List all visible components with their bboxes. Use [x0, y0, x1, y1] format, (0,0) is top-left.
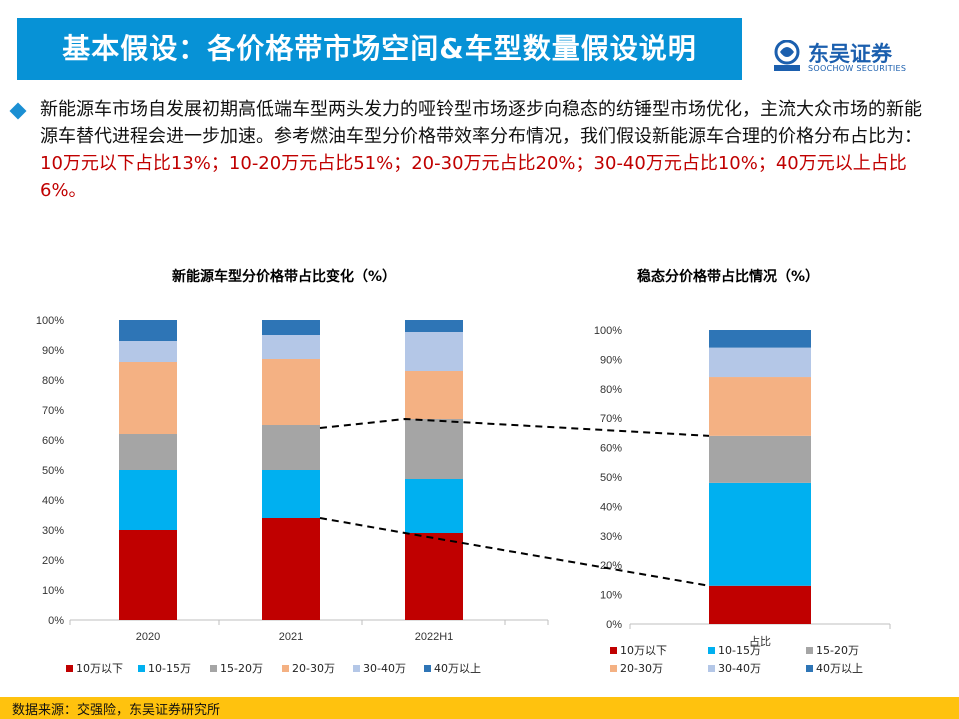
chart-title-left: 新能源车型分价格带占比变化（%） [172, 269, 397, 285]
intro-text: 新能源车市场自发展初期高低端车型两头发力的哑铃型市场逐步向稳态的纺锤型市场优化，… [40, 99, 922, 147]
left-legend-swatch [282, 665, 289, 672]
left-legend-label: 10-15万 [148, 662, 191, 675]
left-bar-2021-10-15万 [262, 470, 320, 518]
left-bar-2022H1-10-15万 [405, 479, 463, 533]
left-ytick-label: 100% [36, 315, 64, 327]
left-legend-swatch [353, 665, 360, 672]
right-legend-label: 30-40万 [718, 662, 761, 675]
left-ytick-label: 20% [42, 555, 64, 567]
right-ytick-label: 0% [606, 619, 622, 631]
left-legend-swatch [66, 665, 73, 672]
right-legend-swatch [610, 647, 617, 654]
right-bar-占比-15-20万 [709, 435, 811, 483]
right-ytick-label: 10% [600, 590, 622, 602]
connector-lower-dashed [319, 517, 710, 587]
right-legend-label: 10万以下 [620, 644, 667, 657]
left-bar-2021-40万以上 [262, 320, 320, 335]
right-ytick-label: 50% [600, 472, 622, 484]
left-ytick-label: 80% [42, 375, 64, 387]
left-bar-2022H1-30-40万 [405, 332, 463, 371]
connector-upper-dashed [319, 417, 710, 437]
left-legend-swatch [424, 665, 431, 672]
footer-bar: 数据来源：交强险，东吴证券研究所 [0, 697, 959, 719]
left-ytick-label: 50% [42, 465, 64, 477]
left-category-label: 2020 [136, 631, 160, 643]
left-legend-label: 30-40万 [363, 662, 406, 675]
right-legend-swatch [708, 665, 715, 672]
left-ytick-label: 30% [42, 525, 64, 537]
right-legend-label: 15-20万 [816, 644, 859, 657]
right-ytick-label: 30% [600, 531, 622, 543]
left-bar-2022H1-40万以上 [405, 320, 463, 332]
charts-canvas: 0% 10% 20% 30% 40% 50% 60% 70% 80% 90% 100% 2020 202… [36, 315, 891, 675]
left-ytick-label: 60% [42, 435, 64, 447]
right-legend-label: 40万以上 [816, 662, 863, 675]
data-source: 数据来源：交强险，东吴证券研究所 [12, 703, 221, 718]
right-category-label: 占比 [749, 634, 771, 648]
left-bar-2020-15-20万 [119, 434, 177, 470]
left-ytick-label: 40% [42, 495, 64, 507]
left-bar-2020-10-15万 [119, 470, 177, 530]
right-ytick-label: 40% [600, 501, 622, 513]
left-ytick-label: 70% [42, 405, 64, 417]
right-ytick-label: 100% [594, 325, 622, 337]
left-bar-2020-20-30万 [119, 362, 177, 434]
logo-mark-icon [774, 40, 800, 71]
left-legend-swatch [210, 665, 217, 672]
left-bar-2022H1-15-20万 [405, 419, 463, 479]
left-bar-2020-10万以下 [119, 530, 177, 620]
left-category-label: 2021 [279, 631, 303, 643]
page-title: 基本假设：各价格带市场空间&车型数量假设说明 [62, 32, 697, 65]
left-bar-2020-40万以上 [119, 320, 177, 341]
left-legend-label: 40万以上 [434, 662, 481, 675]
right-bar-占比-10万以下 [709, 585, 811, 624]
left-bar-2021-10万以下 [262, 518, 320, 620]
intro-paragraph: 新能源车市场自发展初期高低端车型两头发力的哑铃型市场逐步向稳态的纺锤型市场优化，… [40, 96, 935, 204]
intro-highlight: 10万元以下占比13%；10-20万元占比51%；20-30万元占比20%；30… [40, 153, 907, 201]
left-ytick-label: 10% [42, 585, 64, 597]
right-bar-占比-40万以上 [709, 330, 811, 348]
title-bar: 基本假设：各价格带市场空间&车型数量假设说明 [17, 18, 742, 80]
brand-logo: 东吴证券 SOOCHOW SECURITIES [772, 40, 922, 80]
right-legend-swatch [708, 647, 715, 654]
right-ytick-label: 70% [600, 413, 622, 425]
logo-text-cn: 东吴证券 [808, 42, 892, 66]
left-legend-label: 20-30万 [292, 662, 335, 675]
right-ytick-label: 60% [600, 443, 622, 455]
left-bar-2021-30-40万 [262, 335, 320, 359]
right-bar-占比-30-40万 [709, 347, 811, 378]
right-bar-占比-20-30万 [709, 377, 811, 436]
left-bar-2022H1-10万以下 [405, 533, 463, 620]
right-bar-占比-10-15万 [709, 482, 811, 586]
left-legend-label: 15-20万 [220, 662, 263, 675]
left-bar-2022H1-20-30万 [405, 371, 463, 419]
right-legend-label: 20-30万 [620, 662, 663, 675]
left-ytick-label: 90% [42, 345, 64, 357]
right-ytick-label: 80% [600, 384, 622, 396]
left-ytick-label: 0% [48, 615, 64, 627]
left-legend-swatch [138, 665, 145, 672]
left-bar-2021-20-30万 [262, 359, 320, 425]
left-bar-2021-15-20万 [262, 425, 320, 470]
logo-text-en: SOOCHOW SECURITIES [808, 64, 907, 73]
right-legend-swatch [806, 647, 813, 654]
right-legend-swatch [610, 665, 617, 672]
right-ytick-label: 90% [600, 354, 622, 366]
left-bar-2020-30-40万 [119, 341, 177, 362]
chart-title-right: 稳态分价格带占比情况（%） [637, 269, 820, 285]
left-legend-label: 10万以下 [76, 662, 123, 675]
right-legend-label: 10-15万 [718, 644, 761, 657]
right-legend-swatch [806, 665, 813, 672]
left-category-label: 2022H1 [415, 631, 454, 643]
